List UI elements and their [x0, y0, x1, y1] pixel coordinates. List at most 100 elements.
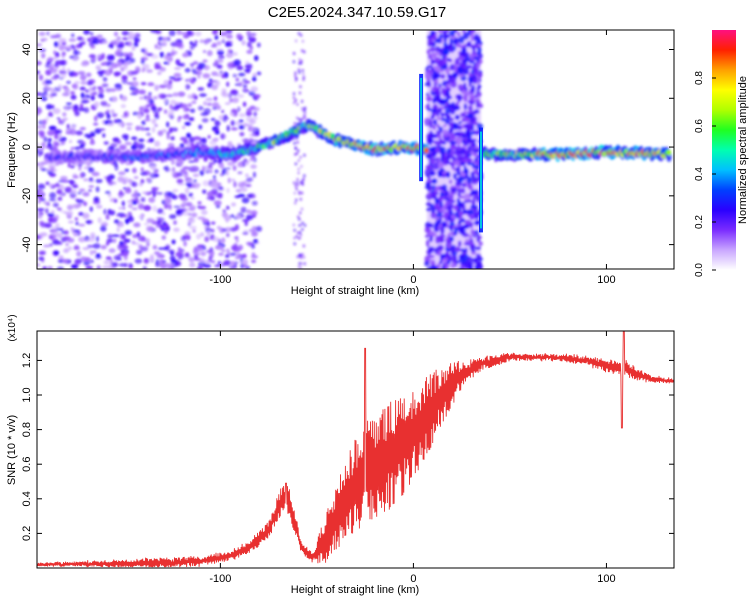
- spectrogram-speck: [83, 201, 88, 207]
- spectrogram-speck: [157, 247, 165, 250]
- noise-band-speck: [452, 72, 459, 79]
- spectrogram-speck: [300, 227, 304, 232]
- snr-frame: [36, 330, 675, 569]
- colorbar-tick-label: 0.0: [694, 263, 705, 277]
- spectrogram-speck: [177, 247, 182, 252]
- spectrogram-speck: [293, 228, 297, 232]
- spectrogram-speck: [79, 74, 87, 81]
- spectrogram-speck: [253, 238, 259, 244]
- noise-band-speck: [467, 113, 474, 119]
- snr-y-tick-label: 0.2: [21, 526, 33, 541]
- spectrogram-speck: [209, 140, 217, 146]
- spectrogram-speck: [298, 211, 302, 215]
- spectrogram-speck: [190, 108, 196, 113]
- spectrogram-speck: [135, 142, 140, 148]
- spectrogram-speck: [50, 34, 57, 39]
- spectrogram-speck: [48, 198, 57, 202]
- spectrogram-speck: [183, 240, 187, 247]
- spectrogram-speck: [82, 212, 90, 220]
- spectrogram-speck: [161, 128, 167, 133]
- spectrogram-speck: [161, 235, 167, 240]
- noise-band-speck: [448, 236, 454, 240]
- spectrogram-speck: [187, 94, 192, 99]
- spectrogram-speck: [93, 122, 99, 126]
- noise-band-speck: [425, 75, 432, 81]
- noise-band-speck: [467, 199, 472, 203]
- spectrogram-speck: [182, 201, 187, 205]
- spectrogram-speck: [163, 61, 169, 65]
- spectrogram-speck: [145, 114, 150, 120]
- noise-band-speck: [441, 141, 447, 145]
- noise-band-speck: [425, 104, 429, 110]
- noise-band-speck: [468, 158, 473, 163]
- spectrogram-speck: [154, 123, 158, 128]
- spectrogram-speck: [38, 250, 46, 256]
- spectrogram-speck: [56, 117, 61, 120]
- spectrogram-speck: [138, 138, 145, 142]
- noise-band-speck: [475, 190, 479, 195]
- spectrogram-speck: [125, 186, 131, 192]
- spectrogram-speck: [151, 118, 157, 125]
- spectrogram-speck: [51, 230, 60, 237]
- spectrogram-speck: [205, 169, 210, 174]
- spectrogram-x-tick-label: -100: [209, 274, 231, 286]
- spectrogram-speck: [139, 96, 144, 100]
- spectrogram-speck: [75, 130, 83, 136]
- spectrogram-speck: [214, 120, 221, 127]
- noise-band-speck: [476, 87, 481, 91]
- spectrogram-speck: [244, 80, 250, 84]
- noise-band-speck: [429, 259, 436, 263]
- spectrogram-speck: [142, 105, 149, 110]
- spectrogram-speck: [42, 123, 46, 130]
- spectrogram-speck: [294, 39, 298, 43]
- noise-band-speck: [424, 168, 431, 177]
- spectrogram-speck: [171, 172, 175, 176]
- spectrogram-speck: [138, 215, 144, 219]
- spectrogram-speck: [214, 264, 222, 268]
- noise-band-speck: [446, 253, 451, 258]
- spectrogram-speck: [210, 228, 215, 233]
- spectrogram-speck: [180, 103, 188, 109]
- spectrogram-speck: [148, 92, 152, 96]
- spectrogram-speck: [229, 252, 237, 257]
- noise-band-speck: [464, 219, 471, 226]
- spectrogram-speck: [92, 200, 101, 205]
- spectrogram-y-tick-label: 0: [21, 144, 33, 150]
- noise-band-speck: [461, 30, 466, 34]
- spectrogram-speck: [227, 177, 231, 184]
- noise-band-speck: [470, 30, 476, 34]
- noise-band-speck: [435, 47, 439, 53]
- spectrogram-speck: [92, 38, 100, 45]
- noise-band-speck: [477, 260, 483, 269]
- spectrogram-speck: [48, 125, 57, 131]
- spectrogram-speck: [197, 62, 206, 69]
- spectrogram-speck: [95, 178, 103, 184]
- spectrogram-speck: [131, 168, 137, 173]
- spectrogram-speck: [300, 191, 304, 195]
- spectrogram-speck: [45, 208, 49, 214]
- spectrogram-speck: [226, 205, 230, 210]
- noise-band-speck: [428, 120, 433, 129]
- spectrogram-speck: [90, 96, 94, 100]
- noise-band-speck: [437, 85, 443, 90]
- spectrogram-speck: [230, 120, 236, 126]
- spectrogram-speck: [106, 54, 113, 61]
- spectrogram-speck: [241, 40, 246, 46]
- spectrogram-panel: -100 0 100 -40 -20 0 20 40 Height of straight l…: [6, 29, 675, 297]
- spectrogram-speck: [110, 109, 115, 114]
- spectrogram-speck: [294, 162, 298, 166]
- noise-band-speck: [467, 104, 473, 112]
- spectrogram-speck: [118, 194, 124, 199]
- noise-band-speck: [463, 208, 467, 215]
- noise-band-speck: [475, 100, 480, 109]
- spectrogram-speck: [83, 178, 89, 182]
- spectrogram-speck: [215, 130, 220, 135]
- spectrogram-speck: [56, 266, 65, 269]
- spectrogram-speck: [302, 244, 306, 248]
- noise-band-speck: [437, 30, 445, 34]
- spectrogram-speck: [201, 138, 206, 142]
- noise-band-speck: [463, 94, 468, 103]
- spectrogram-speck: [141, 120, 146, 126]
- spectrogram-speck: [127, 216, 134, 223]
- noise-band-speck: [448, 179, 453, 185]
